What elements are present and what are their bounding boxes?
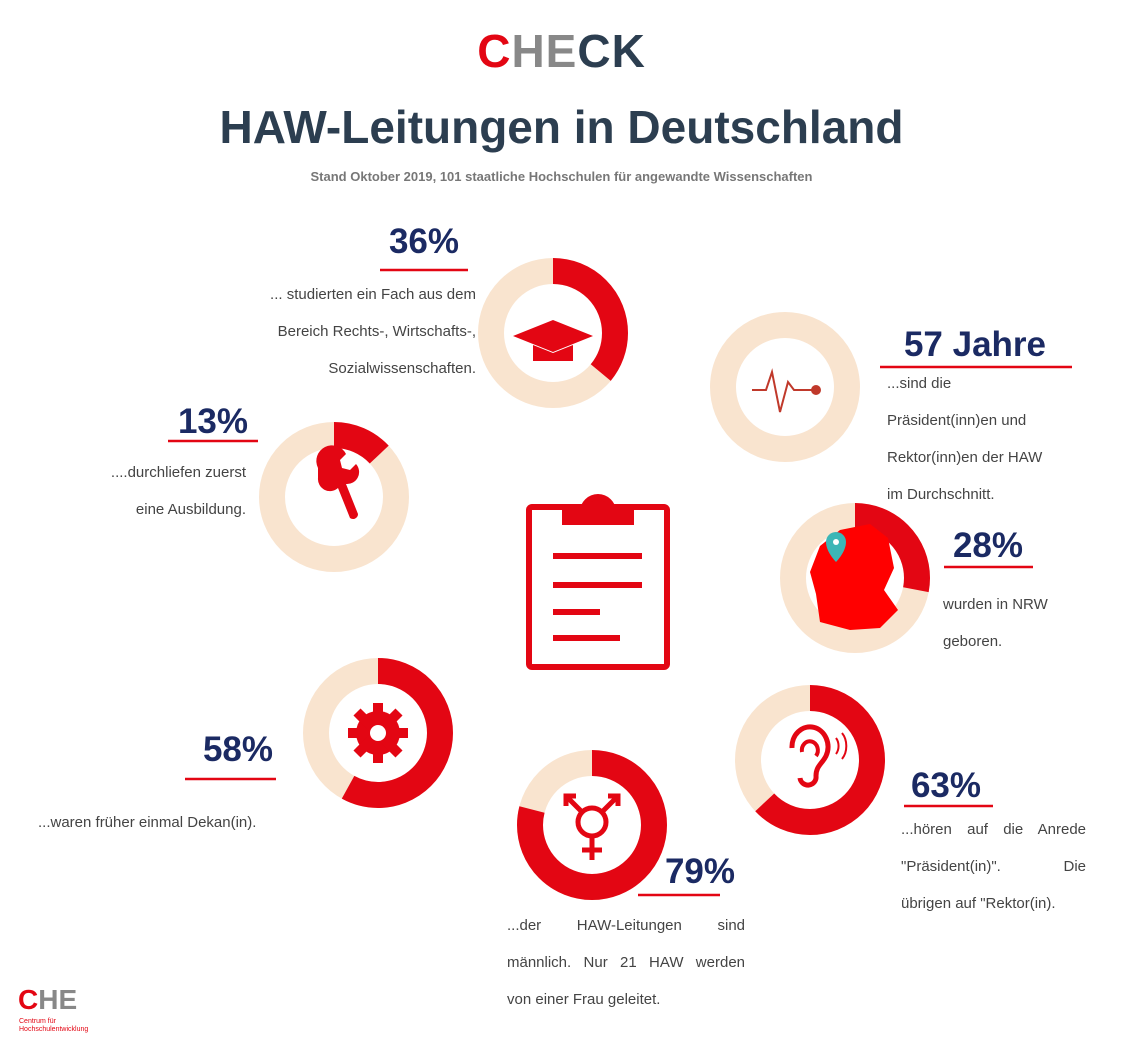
gear-icon [348, 703, 408, 763]
description-line: von einer Frau geleitet. [507, 991, 661, 1008]
footer-line: Centrum für [19, 1018, 56, 1025]
value-label: 28% [952, 526, 1024, 565]
value-label: 63% [910, 766, 982, 805]
subtitle: Stand Oktober 2019, 101 staatliche Hochs… [310, 169, 813, 184]
description-line: eine Ausbildung. [135, 501, 246, 518]
description-line: ....durchliefen zuerst [110, 464, 246, 481]
footer-logo: CHE [18, 984, 77, 1016]
value-label: 58% [202, 730, 274, 769]
donut-arc [303, 658, 453, 808]
donut-arc [780, 503, 930, 653]
title: HAW-Leitungen in Deutschland [219, 101, 904, 153]
description-line: ...hören auf die Anrede [901, 821, 1086, 838]
description-line: Rektor(inn)en der HAW [887, 449, 1043, 466]
germany-map-icon [810, 524, 898, 630]
brand: CHECK [0, 24, 1123, 78]
logo-part: HE [38, 984, 78, 1015]
description-line: Bereich Rechts-, Wirtschafts-, [277, 323, 476, 340]
description-line: ... studierten ein Fach aus dem [270, 286, 476, 303]
description-line: ...sind die [887, 375, 952, 392]
description-line: im Durchschnitt. [887, 486, 995, 503]
description-line: übrigen auf "Rektor(in). [901, 895, 1056, 912]
description-line: männlich. Nur 21 HAW werden [507, 954, 745, 971]
description-line: Sozialwissenschaften. [328, 360, 476, 377]
brand-part: CK [577, 25, 646, 77]
clipboard-icon [526, 494, 670, 670]
description-line: ...der HAW-Leitungen sind [507, 917, 745, 934]
donut-arc [735, 685, 885, 835]
pulse-icon [752, 368, 821, 413]
donut-track [710, 312, 860, 462]
value-label: 57 Jahre [903, 325, 1047, 364]
footer-line: Hochschulentwicklung [19, 1026, 89, 1033]
value-label: 36% [388, 222, 460, 261]
donut-arc [517, 750, 667, 900]
donut-arc [478, 258, 628, 408]
description-line: "Präsident(in)". Die [901, 858, 1086, 875]
description-line: ...waren früher einmal Dekan(in). [38, 814, 257, 831]
value-label: 79% [664, 852, 736, 891]
brand-part: C [477, 25, 512, 77]
logo-part: C [18, 984, 39, 1015]
description-line: Präsident(inn)en und [887, 412, 1027, 429]
graduation-icon [513, 320, 593, 361]
donut-arc [259, 422, 409, 572]
wrench-icon [316, 445, 360, 519]
donut-layer [168, 258, 1072, 900]
description-line: geboren. [943, 633, 1003, 650]
ear-icon [789, 724, 848, 788]
value-label: 13% [177, 402, 249, 441]
brand-part: HE [511, 25, 578, 77]
description-line: wurden in NRW [943, 596, 1048, 613]
gender-icon [563, 793, 621, 860]
